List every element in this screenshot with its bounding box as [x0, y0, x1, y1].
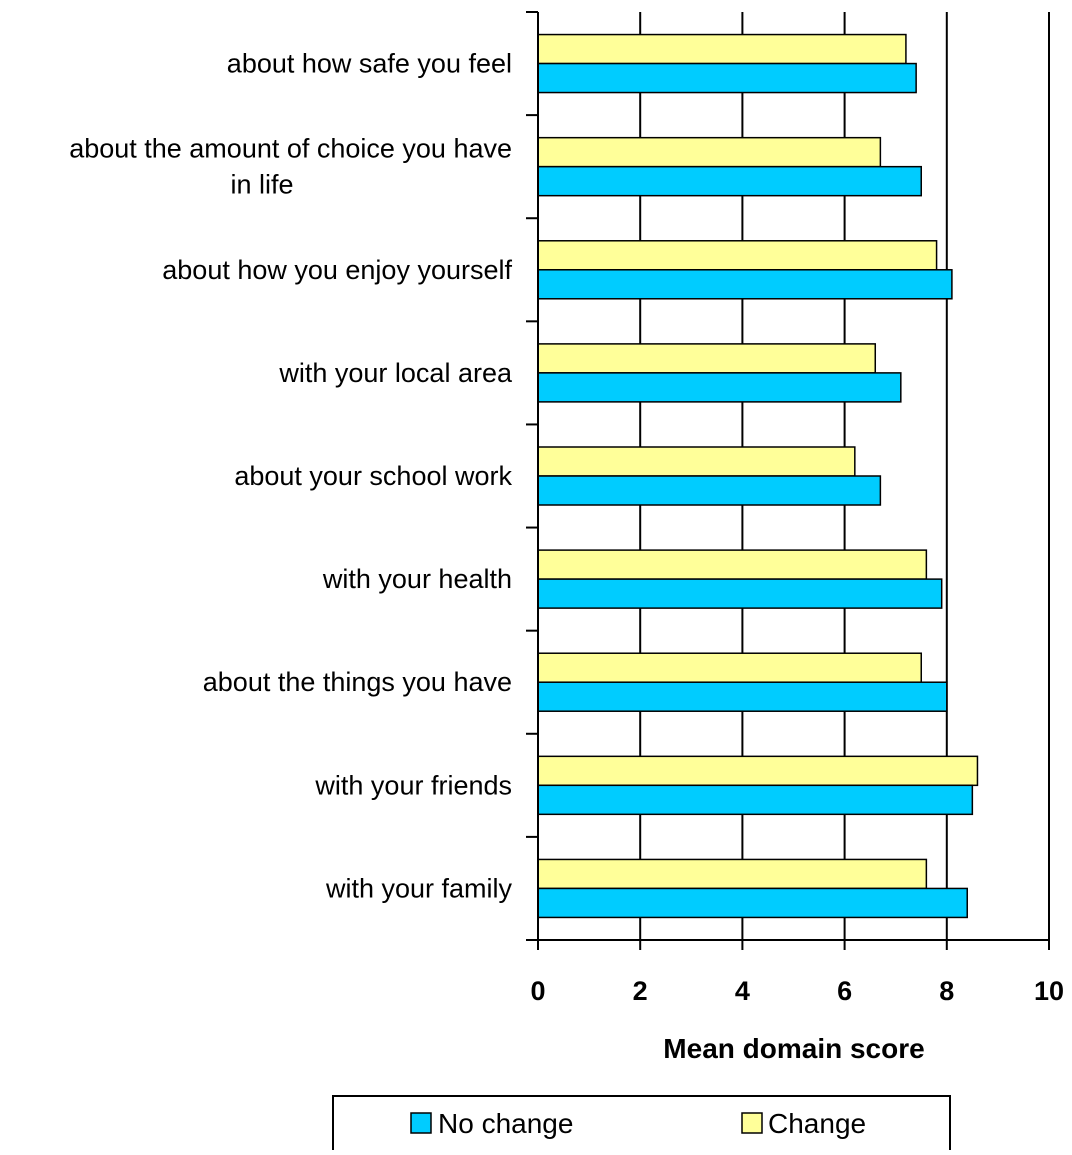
bar-change-2 [537, 240, 938, 271]
category-label-1-line-0: about the amount of choice you have [69, 134, 512, 164]
category-label-0: about how safe you feel [227, 49, 512, 79]
bars [537, 33, 979, 919]
bar-no-change-1 [537, 165, 922, 197]
x-tick-label-2: 2 [633, 976, 648, 1006]
category-label-2: about how you enjoy yourself [162, 255, 512, 285]
legend-swatch-no-change [410, 1112, 432, 1134]
bar-no-change-8 [537, 887, 968, 919]
category-label-1-line-1: in life [230, 170, 293, 200]
bar-change-7 [537, 755, 979, 787]
legend-swatch-change [741, 1112, 763, 1134]
x-tick-label-10: 10 [1034, 976, 1064, 1006]
category-labels: about how safe you feel about the amount … [69, 49, 513, 904]
legend-label-no-change: No change [438, 1108, 573, 1139]
legend-box [332, 1095, 951, 1155]
category-label-4: about your school work [234, 461, 512, 491]
category-label-6: about the things you have [203, 667, 512, 697]
bar-change-5 [537, 549, 928, 580]
legend-label-change: Change [768, 1108, 866, 1139]
x-tick-label-0: 0 [530, 976, 545, 1006]
bar-no-change-3 [537, 372, 902, 403]
x-tick-label-6: 6 [837, 976, 852, 1006]
bar-change-0 [537, 33, 907, 65]
bar-no-change-0 [537, 62, 917, 94]
x-axis-title: Mean domain score [663, 1033, 924, 1064]
bar-change-6 [537, 652, 922, 683]
bar-change-4 [537, 446, 856, 477]
bar-no-change-6 [537, 681, 948, 712]
x-tick-label-8: 8 [939, 976, 954, 1006]
category-label-5: with your health [322, 564, 512, 594]
x-tick-labels: 0 2 4 6 8 10 [530, 976, 1064, 1006]
category-label-7: with your friends [314, 770, 512, 800]
bar-no-change-4 [537, 475, 882, 506]
bar-change-1 [537, 136, 882, 168]
bar-no-change-5 [537, 578, 943, 609]
x-tick-label-4: 4 [735, 976, 750, 1006]
legend: No change Change [332, 1095, 951, 1155]
bar-change-3 [537, 343, 877, 374]
axes [526, 11, 1050, 950]
bar-change-8 [537, 858, 928, 890]
category-label-3: with your local area [278, 358, 513, 388]
bar-no-change-7 [537, 784, 974, 816]
category-label-8: with your family [325, 873, 513, 903]
bar-no-change-2 [537, 269, 953, 300]
